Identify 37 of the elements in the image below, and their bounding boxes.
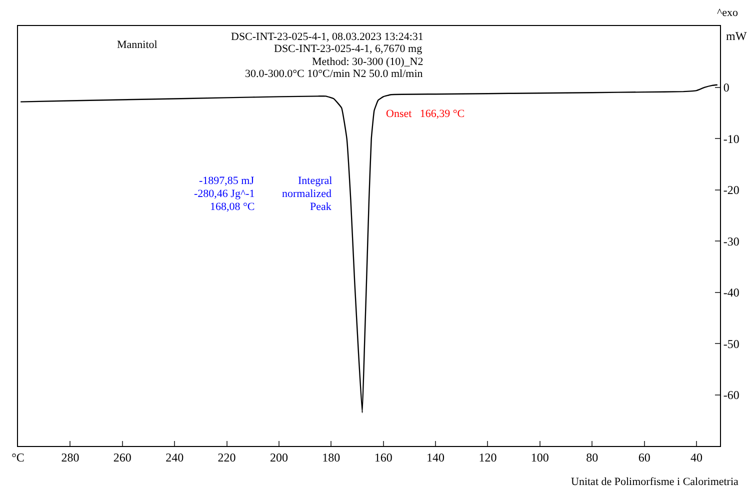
- annotation: Peak: [310, 201, 332, 213]
- annotation: Onset 166,39 °C: [386, 108, 465, 120]
- y-axis-title: mW: [726, 29, 748, 43]
- x-tick-label: 160: [374, 450, 392, 464]
- annotation: Method: 30-300 (10)_N2: [312, 56, 424, 68]
- y-tick-label: -30: [723, 234, 740, 248]
- annotation: -1897,85 mJ: [199, 175, 255, 187]
- y-tick-label: -40: [723, 286, 740, 300]
- x-tick-label: 200: [270, 450, 288, 464]
- text: Unitat de Polimorfisme i Calorimetria: [571, 476, 739, 488]
- x-tick-label: 240: [166, 450, 184, 464]
- annotation: DSC-INT-23-025-4-1, 08.03.2023 13:24:31: [231, 31, 424, 43]
- y-tick-label: -20: [723, 183, 740, 198]
- x-tick-label: 140: [426, 450, 445, 464]
- x-tick-label: 40: [690, 450, 703, 464]
- x-tick-label: 80: [586, 450, 598, 464]
- x-tick-label: 100: [530, 450, 549, 464]
- annotation: Mannitol: [117, 39, 158, 51]
- y-tick-label: 0: [723, 80, 730, 95]
- annotation: normalized: [282, 188, 332, 200]
- x-tick-label: 120: [478, 450, 497, 464]
- y-tick-label: -60: [723, 388, 740, 402]
- x-tick-label: 260: [113, 450, 132, 464]
- annotation: Integral: [298, 175, 332, 187]
- x-tick-label: 180: [322, 450, 340, 464]
- x-tick-label: °C: [12, 450, 24, 464]
- y-tick-label: -50: [723, 336, 740, 351]
- annotation: 30.0-300.0°C 10°C/min N2 50.0 ml/min: [245, 68, 424, 80]
- annotation: -280,46 Jg^-1: [194, 188, 255, 200]
- x-tick-label: 60: [638, 450, 650, 464]
- line-series: [20, 84, 718, 414]
- x-tick-label: 220: [218, 450, 236, 464]
- text: ^exo: [717, 7, 739, 19]
- y-tick-label: -10: [723, 132, 740, 146]
- x-tick-label: 280: [61, 450, 80, 464]
- annotation: DSC-INT-23-025-4-1, 6,7670 mg: [274, 43, 423, 55]
- annotation: 168,08 °C: [210, 201, 255, 213]
